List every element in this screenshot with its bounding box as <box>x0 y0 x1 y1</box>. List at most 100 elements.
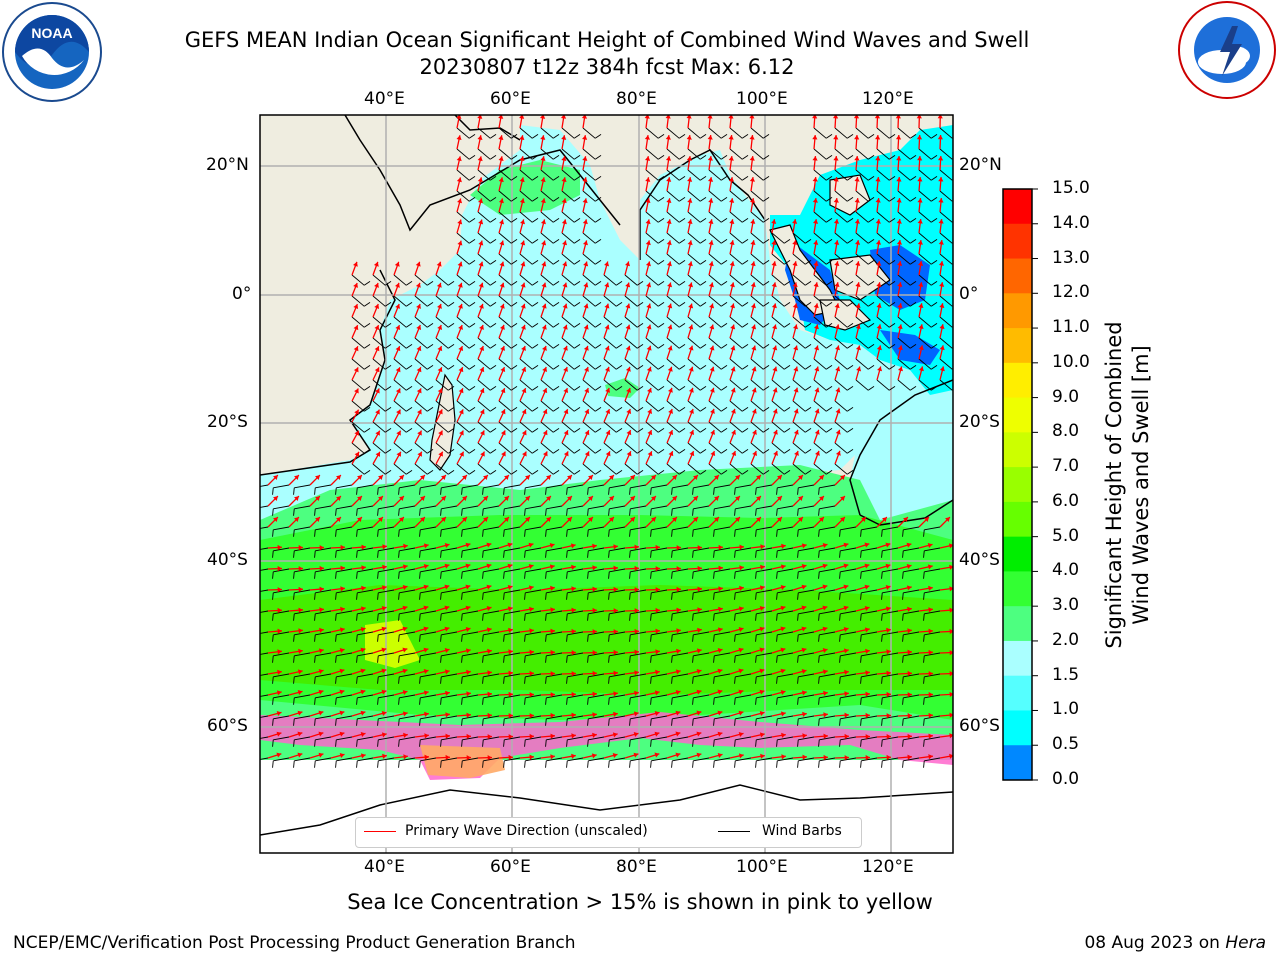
wave-direction-arrowhead <box>507 563 513 569</box>
wind-barb-staff <box>708 379 722 391</box>
wave-direction-arrowhead <box>604 282 610 288</box>
wind-barb-staff <box>351 358 365 370</box>
wind-barb-flag <box>784 406 791 412</box>
wind-barb-staff <box>777 484 794 489</box>
wind-barb-flag <box>448 364 455 370</box>
wind-barb-flag <box>931 385 938 391</box>
wave-direction-arrowhead <box>417 409 422 415</box>
wave-direction-arrowhead <box>897 261 903 266</box>
wave-direction-arrowhead <box>354 388 359 394</box>
wind-barb-staff <box>393 274 407 286</box>
wave-direction-arrowhead <box>708 282 714 288</box>
wind-barb-staff <box>939 379 953 391</box>
wave-direction-arrowhead <box>666 261 672 267</box>
wind-barb-flag <box>608 592 610 600</box>
wind-barb-flag <box>448 301 455 307</box>
wave-direction-arrowhead <box>336 496 341 501</box>
wind-barb-staff <box>462 652 479 657</box>
wave-direction-arrowhead <box>897 366 903 372</box>
wave-direction-arrowhead <box>605 366 610 372</box>
wave-direction-arrowhead <box>315 496 320 501</box>
colorbar-tick-label: 4.0 <box>1052 560 1080 581</box>
wind-barb-flag <box>545 634 547 642</box>
wind-barb-staff <box>735 589 752 594</box>
wave-direction-arrowhead <box>613 608 618 614</box>
wind-barb-flag <box>734 739 736 747</box>
wind-barb-flag <box>356 655 358 663</box>
wind-barb-staff <box>876 211 890 223</box>
wind-barb-staff <box>645 421 659 433</box>
wave-direction-arrowhead <box>519 177 525 183</box>
wind-barb-staff <box>519 295 533 307</box>
wave-direction-arrowhead <box>508 754 513 761</box>
wave-direction-arrowhead <box>667 324 673 330</box>
wind-barb-staff <box>630 757 647 762</box>
wind-barb-staff <box>498 253 512 265</box>
wind-barb-flag <box>608 529 610 537</box>
wind-barb-flag <box>755 697 757 705</box>
wind-barb-staff <box>351 421 365 433</box>
wave-direction-arrowhead <box>687 198 693 203</box>
wind-barb-flag <box>692 739 694 747</box>
wind-barb-flag <box>671 739 673 747</box>
wind-barb-staff <box>792 295 806 307</box>
wave-direction-arrowhead <box>604 324 610 330</box>
wind-barb-flag <box>713 634 715 642</box>
wind-barb-flag <box>490 175 497 181</box>
wind-barb-flag <box>797 634 799 642</box>
wave-direction-arrowhead <box>318 731 324 737</box>
wave-direction-arrowhead <box>500 345 505 351</box>
wind-barb-flag <box>692 487 694 495</box>
wind-barb-flag <box>608 697 610 705</box>
wind-barb-flag <box>377 739 379 747</box>
wave-direction-arrowhead <box>693 496 698 501</box>
wind-barb-flag <box>440 571 442 579</box>
wave-direction-arrowhead <box>781 754 786 760</box>
wind-barb-flag <box>692 676 694 684</box>
wind-barb-staff <box>609 631 626 636</box>
wind-barb-staff <box>351 316 365 328</box>
wind-barb-staff <box>792 442 806 454</box>
wind-barb-staff <box>273 673 290 678</box>
wind-barb-staff <box>609 715 626 720</box>
wave-direction-arrowhead <box>479 324 484 330</box>
wind-barb-flag <box>272 655 274 663</box>
wave-direction-arrowhead <box>444 647 450 653</box>
wind-barb-staff <box>420 505 437 510</box>
wind-barb-flag <box>805 385 812 391</box>
colorbar-frame <box>1002 188 1033 781</box>
wind-barb-staff <box>498 232 512 244</box>
wave-direction-arrowhead <box>749 177 755 182</box>
wind-barb-flag <box>742 238 749 244</box>
wave-direction-arrowhead <box>462 517 467 522</box>
wind-barb-staff <box>813 253 827 265</box>
wave-direction-arrowhead <box>812 198 818 203</box>
wind-barb-staff <box>582 274 596 286</box>
wind-barb-staff <box>714 715 731 720</box>
wind-barb-flag <box>692 655 694 663</box>
wind-barb-staff <box>456 442 470 454</box>
wind-barb-staff <box>561 358 575 370</box>
wind-barb-flag <box>335 529 337 537</box>
wind-barb-flag <box>356 550 358 558</box>
wind-barb-flag <box>566 739 568 747</box>
wind-barb-staff <box>393 463 407 475</box>
wave-direction-arrowhead <box>939 366 945 372</box>
wind-barb-legend-label: Wind Barbs <box>762 823 842 839</box>
wind-barb-staff <box>729 127 743 139</box>
colorbar-bin <box>1003 189 1032 225</box>
wind-barb-staff <box>624 274 638 286</box>
wind-barb-staff <box>756 652 773 657</box>
wave-direction-arrowhead <box>571 650 576 656</box>
wave-direction-arrowhead <box>735 517 740 522</box>
wind-barb-flag <box>881 697 883 705</box>
wind-barb-staff <box>561 274 575 286</box>
wave-direction-arrowhead <box>525 475 530 480</box>
wave-direction-arrowhead <box>486 542 492 548</box>
wind-barb-flag <box>398 550 400 558</box>
wind-barb-staff <box>651 715 668 720</box>
wind-barb-flag <box>356 718 358 726</box>
wave-direction-arrowhead <box>500 430 506 436</box>
wave-direction-arrowhead <box>865 670 870 676</box>
wave-direction-arrowhead <box>354 451 360 457</box>
